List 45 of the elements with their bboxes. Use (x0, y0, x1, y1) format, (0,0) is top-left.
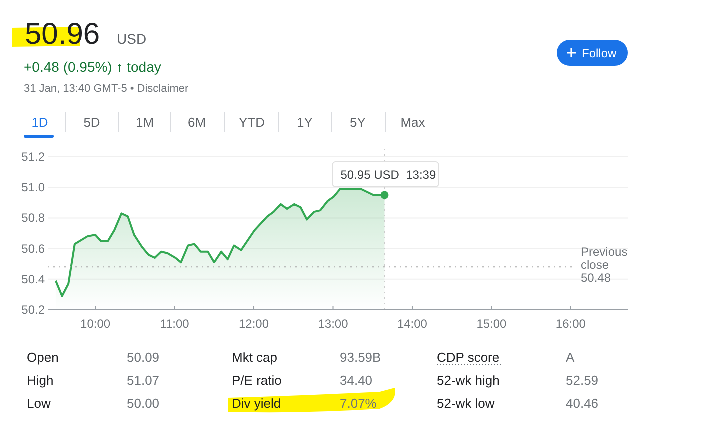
text: Low (27, 396, 52, 411)
y-tick-label: 50.2 (22, 303, 46, 317)
text: YTD (239, 115, 265, 130)
text: 52-wk high (437, 373, 500, 388)
y-tick-label: 50.6 (22, 242, 46, 256)
text: Follow (582, 46, 618, 60)
text: 5D (84, 115, 100, 130)
text: 1Y (297, 115, 314, 130)
text: 31 Jan, 13:40 GMT-5 • Disclaimer (24, 83, 189, 95)
text: 7.07% (340, 396, 378, 411)
text: Mkt cap (232, 350, 278, 365)
text: 52-wk low (437, 396, 496, 411)
text: 50.09 (127, 350, 160, 365)
x-tick-label: 12:00 (238, 317, 270, 331)
y-tick-label: 50.4 (22, 272, 46, 286)
text: 6M (188, 115, 206, 130)
text: 93.59B (340, 350, 382, 365)
text: Max (400, 115, 426, 130)
text: P/E ratio (232, 373, 282, 388)
ref-line-label: Previous close 50.48 (581, 245, 628, 286)
text: Open (27, 350, 59, 365)
text: 52.59 (566, 373, 599, 388)
text: 51.07 (127, 373, 160, 388)
text: Div yield (232, 396, 282, 411)
text: 34.40 (340, 373, 373, 388)
y-tick-label: 51.2 (22, 150, 46, 164)
text: 5Y (350, 115, 366, 130)
text: 50.00 (127, 396, 160, 411)
text: A (566, 350, 575, 365)
x-tick-label: 15:00 (476, 317, 508, 331)
text: 40.46 (566, 396, 599, 411)
text: CDP score (437, 350, 500, 365)
y-tick-label: 51.0 (22, 180, 46, 195)
y-tick-label: 50.8 (22, 211, 46, 226)
x-tick-label: 14:00 (397, 317, 428, 331)
text: 1M (136, 115, 154, 130)
x-tick-label: 10:00 (80, 317, 111, 331)
annotation: 50.95 USD 13:39 (340, 168, 436, 182)
chart-subtitle: +0.48 (0.95%) ↑ today (24, 59, 162, 75)
text: High (27, 373, 54, 388)
x-tick-label: 13:00 (318, 317, 349, 331)
text: USD (117, 31, 147, 47)
x-tick-label: 11:00 (160, 317, 190, 331)
x-tick-label: 16:00 (556, 317, 586, 331)
text: 1D (32, 115, 48, 130)
